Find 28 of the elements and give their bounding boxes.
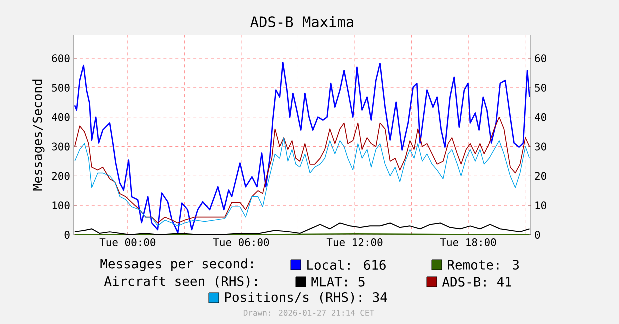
y-axis-title: Messages/Second (32, 80, 45, 191)
chart-title: ADS-B Maxima (250, 16, 354, 28)
y-tick-label: 600 (52, 54, 70, 62)
x-tick-label: Tue 12:00 (326, 238, 383, 246)
text: Messages per second: (100, 258, 254, 272)
y-tick-label: 200 (52, 172, 70, 180)
x-tick-label: Tue 00:00 (100, 238, 156, 246)
y-tick-label: 500 (52, 84, 70, 92)
y2-tick-label: 60 (535, 54, 546, 62)
legend-label: Positions/s (RHS): 34 (225, 292, 388, 304)
legend-label: Local: 616 (308, 260, 386, 270)
y2-tick-label: 50 (535, 84, 546, 92)
x-tick-label: Tue 06:00 (213, 238, 270, 246)
y2-tick-label: 0 (535, 231, 540, 239)
y-tick-label: 300 (52, 142, 70, 151)
y2-tick-label: 40 (535, 113, 546, 122)
legend-label: MLAT: 5 (312, 277, 365, 287)
y-tick-label: 400 (52, 113, 70, 122)
y2-tick-label: 10 (536, 202, 546, 210)
legend-label: ADS-B: 41 (442, 277, 512, 287)
line-series (74, 138, 530, 227)
legend-label: Remote: 3 (448, 260, 519, 270)
y-tick-label: 100 (52, 202, 70, 210)
x-tick-label: Tue 18:00 (440, 238, 496, 246)
text: Aircraft seen (RHS): (104, 276, 258, 288)
y2-tick-label: 30 (535, 142, 546, 151)
y2-tick-label: 20 (535, 172, 546, 180)
y-tick-label: 0 (64, 231, 70, 239)
